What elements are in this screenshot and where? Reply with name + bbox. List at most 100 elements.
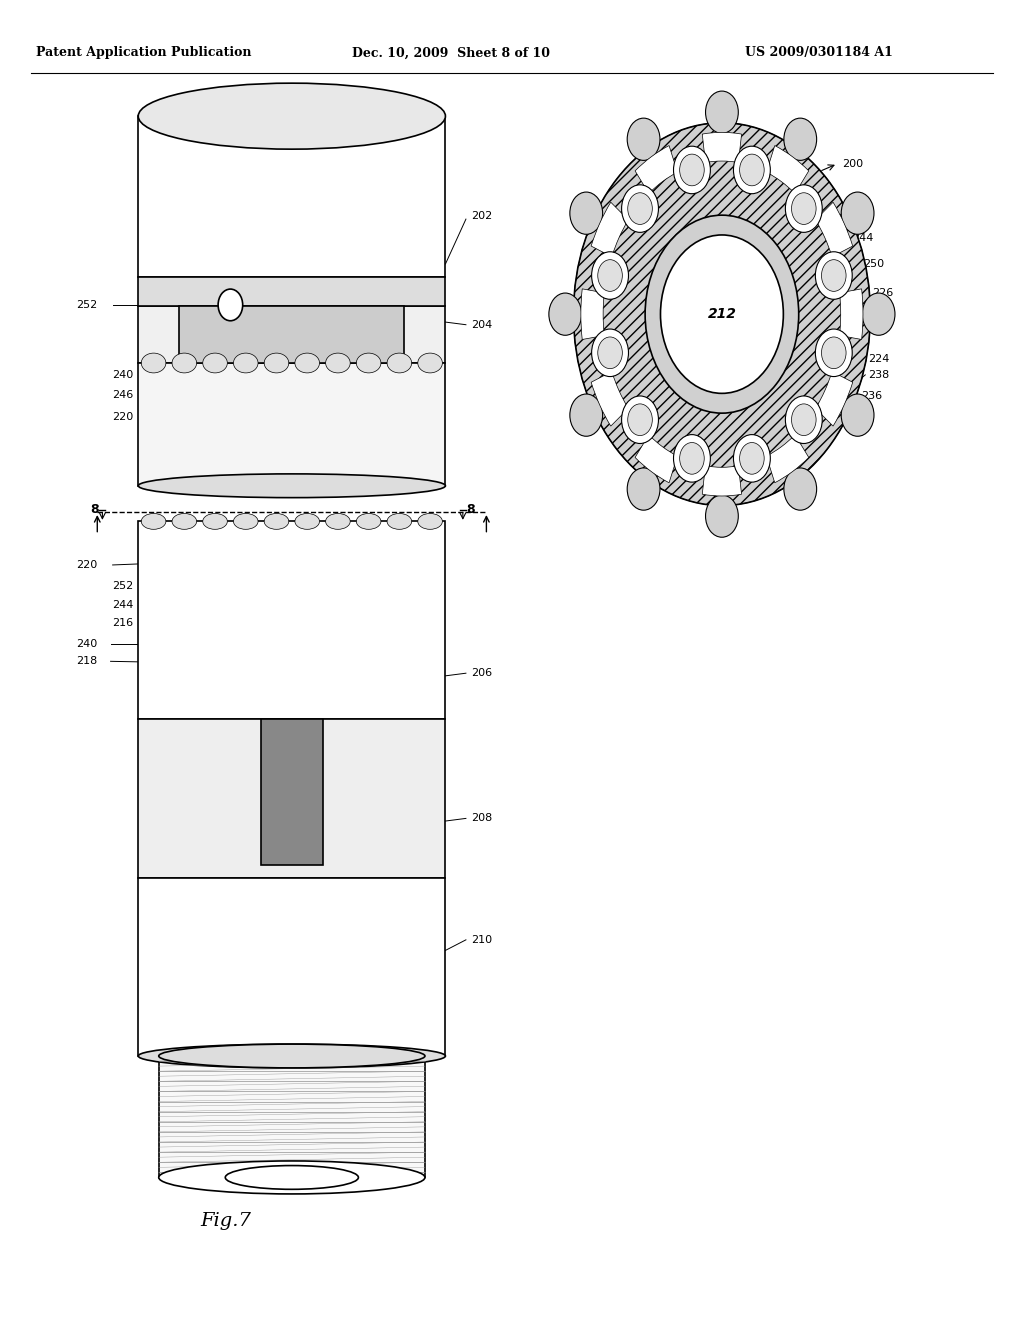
Bar bbox=[138, 878, 445, 1056]
Circle shape bbox=[733, 434, 770, 482]
Text: 244: 244 bbox=[112, 599, 133, 610]
Text: 252: 252 bbox=[112, 581, 133, 591]
Circle shape bbox=[645, 215, 799, 413]
Circle shape bbox=[792, 193, 816, 224]
Circle shape bbox=[792, 404, 816, 436]
Circle shape bbox=[821, 260, 846, 292]
Ellipse shape bbox=[203, 354, 227, 374]
Text: 216: 216 bbox=[112, 618, 133, 628]
Text: 216: 216 bbox=[786, 206, 808, 216]
Ellipse shape bbox=[326, 513, 350, 529]
Text: 234: 234 bbox=[644, 430, 666, 441]
Ellipse shape bbox=[172, 354, 197, 374]
Circle shape bbox=[218, 289, 243, 321]
Text: 246: 246 bbox=[112, 389, 133, 400]
Text: 252: 252 bbox=[76, 300, 97, 310]
Circle shape bbox=[706, 495, 738, 537]
Circle shape bbox=[674, 147, 711, 194]
Text: 228: 228 bbox=[821, 218, 843, 228]
Ellipse shape bbox=[233, 354, 258, 374]
Text: 8: 8 bbox=[467, 503, 475, 516]
Text: 232: 232 bbox=[607, 399, 629, 409]
Text: 244: 244 bbox=[852, 232, 873, 243]
Text: US 2009/0301184 A1: US 2009/0301184 A1 bbox=[745, 46, 893, 59]
Circle shape bbox=[739, 442, 764, 474]
Wedge shape bbox=[766, 434, 809, 483]
Ellipse shape bbox=[172, 513, 197, 529]
Circle shape bbox=[660, 235, 783, 393]
Circle shape bbox=[628, 404, 652, 436]
Wedge shape bbox=[635, 434, 678, 483]
Bar bbox=[159, 1056, 425, 1177]
Text: 250: 250 bbox=[863, 259, 885, 269]
Ellipse shape bbox=[387, 354, 412, 374]
Ellipse shape bbox=[138, 83, 445, 149]
Bar bbox=[138, 306, 445, 363]
Ellipse shape bbox=[141, 354, 166, 374]
Circle shape bbox=[627, 469, 659, 511]
Bar bbox=[138, 521, 445, 719]
Text: 224: 224 bbox=[868, 354, 890, 364]
Text: 248: 248 bbox=[737, 438, 759, 449]
Ellipse shape bbox=[233, 513, 258, 529]
Text: 220: 220 bbox=[112, 412, 133, 422]
Text: Patent Application Publication: Patent Application Publication bbox=[36, 46, 251, 59]
Text: 212: 212 bbox=[708, 308, 736, 321]
Circle shape bbox=[680, 442, 705, 474]
Bar bbox=[138, 277, 445, 306]
Wedge shape bbox=[840, 289, 863, 339]
Circle shape bbox=[785, 185, 822, 232]
Ellipse shape bbox=[295, 513, 319, 529]
Text: Fig.7: Fig.7 bbox=[200, 1212, 251, 1230]
Ellipse shape bbox=[159, 1162, 425, 1193]
Ellipse shape bbox=[295, 354, 319, 374]
Circle shape bbox=[733, 147, 770, 194]
Text: 210: 210 bbox=[471, 935, 493, 945]
Text: Fig.8: Fig.8 bbox=[696, 466, 748, 484]
Circle shape bbox=[680, 154, 705, 186]
Text: 218: 218 bbox=[649, 197, 671, 207]
Wedge shape bbox=[766, 145, 809, 194]
Circle shape bbox=[598, 260, 623, 292]
Text: 236: 236 bbox=[861, 391, 883, 401]
Wedge shape bbox=[702, 466, 741, 496]
Wedge shape bbox=[815, 202, 853, 257]
Text: 214: 214 bbox=[802, 433, 823, 444]
Circle shape bbox=[784, 469, 817, 511]
Text: 208: 208 bbox=[471, 813, 493, 824]
Bar bbox=[138, 116, 445, 277]
Circle shape bbox=[627, 117, 659, 160]
Bar bbox=[179, 306, 404, 363]
Ellipse shape bbox=[141, 513, 166, 529]
Circle shape bbox=[784, 117, 817, 160]
Bar bbox=[138, 719, 445, 878]
Ellipse shape bbox=[356, 513, 381, 529]
Circle shape bbox=[821, 337, 846, 368]
Ellipse shape bbox=[326, 354, 350, 374]
Text: 238: 238 bbox=[868, 370, 890, 380]
Circle shape bbox=[815, 252, 852, 300]
Bar bbox=[138, 363, 445, 486]
Ellipse shape bbox=[203, 513, 227, 529]
Text: 230: 230 bbox=[644, 211, 666, 222]
Circle shape bbox=[628, 193, 652, 224]
Wedge shape bbox=[591, 202, 629, 257]
Circle shape bbox=[842, 393, 874, 436]
Text: 240: 240 bbox=[76, 639, 97, 649]
Text: 206: 206 bbox=[711, 187, 732, 198]
Text: 242: 242 bbox=[683, 438, 705, 449]
Circle shape bbox=[862, 293, 895, 335]
Text: 206: 206 bbox=[471, 668, 493, 678]
Ellipse shape bbox=[138, 1044, 445, 1068]
Circle shape bbox=[622, 185, 658, 232]
Circle shape bbox=[674, 434, 711, 482]
Wedge shape bbox=[702, 132, 741, 162]
Text: 240: 240 bbox=[112, 370, 133, 380]
Circle shape bbox=[785, 396, 822, 444]
Text: 220: 220 bbox=[76, 560, 97, 570]
Ellipse shape bbox=[159, 1044, 425, 1068]
Text: 218: 218 bbox=[76, 656, 97, 667]
Text: 8: 8 bbox=[90, 503, 98, 516]
Circle shape bbox=[842, 193, 874, 235]
Circle shape bbox=[592, 329, 629, 376]
